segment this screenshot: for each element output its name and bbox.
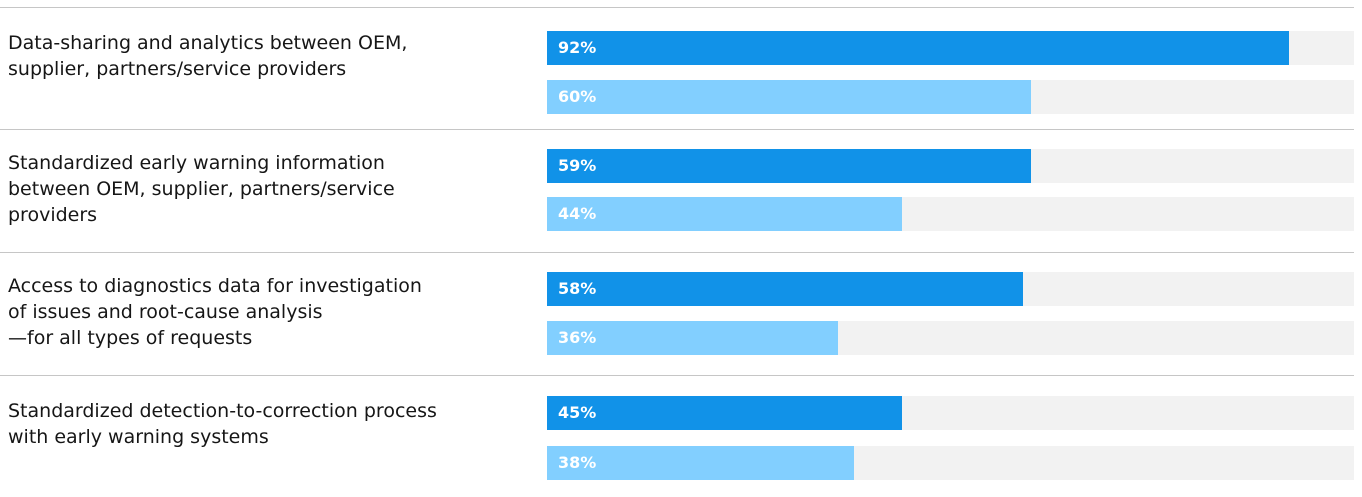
bar [547, 80, 1031, 114]
row-divider [0, 129, 1354, 130]
row-divider [0, 375, 1354, 376]
bar-track: 59% [547, 149, 1354, 183]
category-label-line: with early warning systems [8, 426, 269, 448]
bar [547, 396, 902, 430]
category-label-line: Access to diagnostics data for investiga… [8, 275, 422, 297]
category-label-line: Standardized detection-to-correction pro… [8, 400, 437, 422]
bar-track: 45% [547, 396, 1354, 430]
data-label: 36% [558, 328, 597, 347]
bar-track: 92% [547, 31, 1354, 65]
bar [547, 149, 1031, 183]
bar-track: 60% [547, 80, 1354, 114]
bar [547, 272, 1023, 306]
category-label-line: of issues and root-cause analysis [8, 301, 323, 323]
data-label: 38% [558, 453, 597, 472]
category-label: Data-sharing and analytics between OEM, s… [8, 30, 508, 82]
category-label: Access to diagnostics data for investiga… [8, 273, 508, 351]
data-label: 92% [558, 38, 597, 57]
category-label: Standardized early warning information be… [8, 150, 508, 228]
data-label: 44% [558, 204, 597, 223]
category-label-line: supplier, partners/service providers [8, 58, 347, 80]
bar-track: 36% [547, 321, 1354, 355]
data-label: 59% [558, 156, 597, 175]
bar-track: 58% [547, 272, 1354, 306]
row-divider [0, 252, 1354, 253]
category-label-line: Standardized early warning information [8, 152, 385, 174]
data-label: 60% [558, 87, 597, 106]
category-label-line: providers [8, 204, 98, 226]
bar-track: 44% [547, 197, 1354, 231]
bar [547, 31, 1289, 65]
row-divider [0, 7, 1354, 8]
data-label: 45% [558, 403, 597, 422]
bar [547, 321, 838, 355]
bar [547, 197, 902, 231]
category-label-line: Data-sharing and analytics between OEM, [8, 32, 408, 54]
category-label-line: —for all types of requests [8, 327, 253, 349]
category-label-line: between OEM, supplier, partners/service [8, 178, 395, 200]
category-label: Standardized detection-to-correction pro… [8, 398, 508, 450]
data-label: 58% [558, 279, 597, 298]
bar-track: 38% [547, 446, 1354, 480]
bar [547, 446, 854, 480]
